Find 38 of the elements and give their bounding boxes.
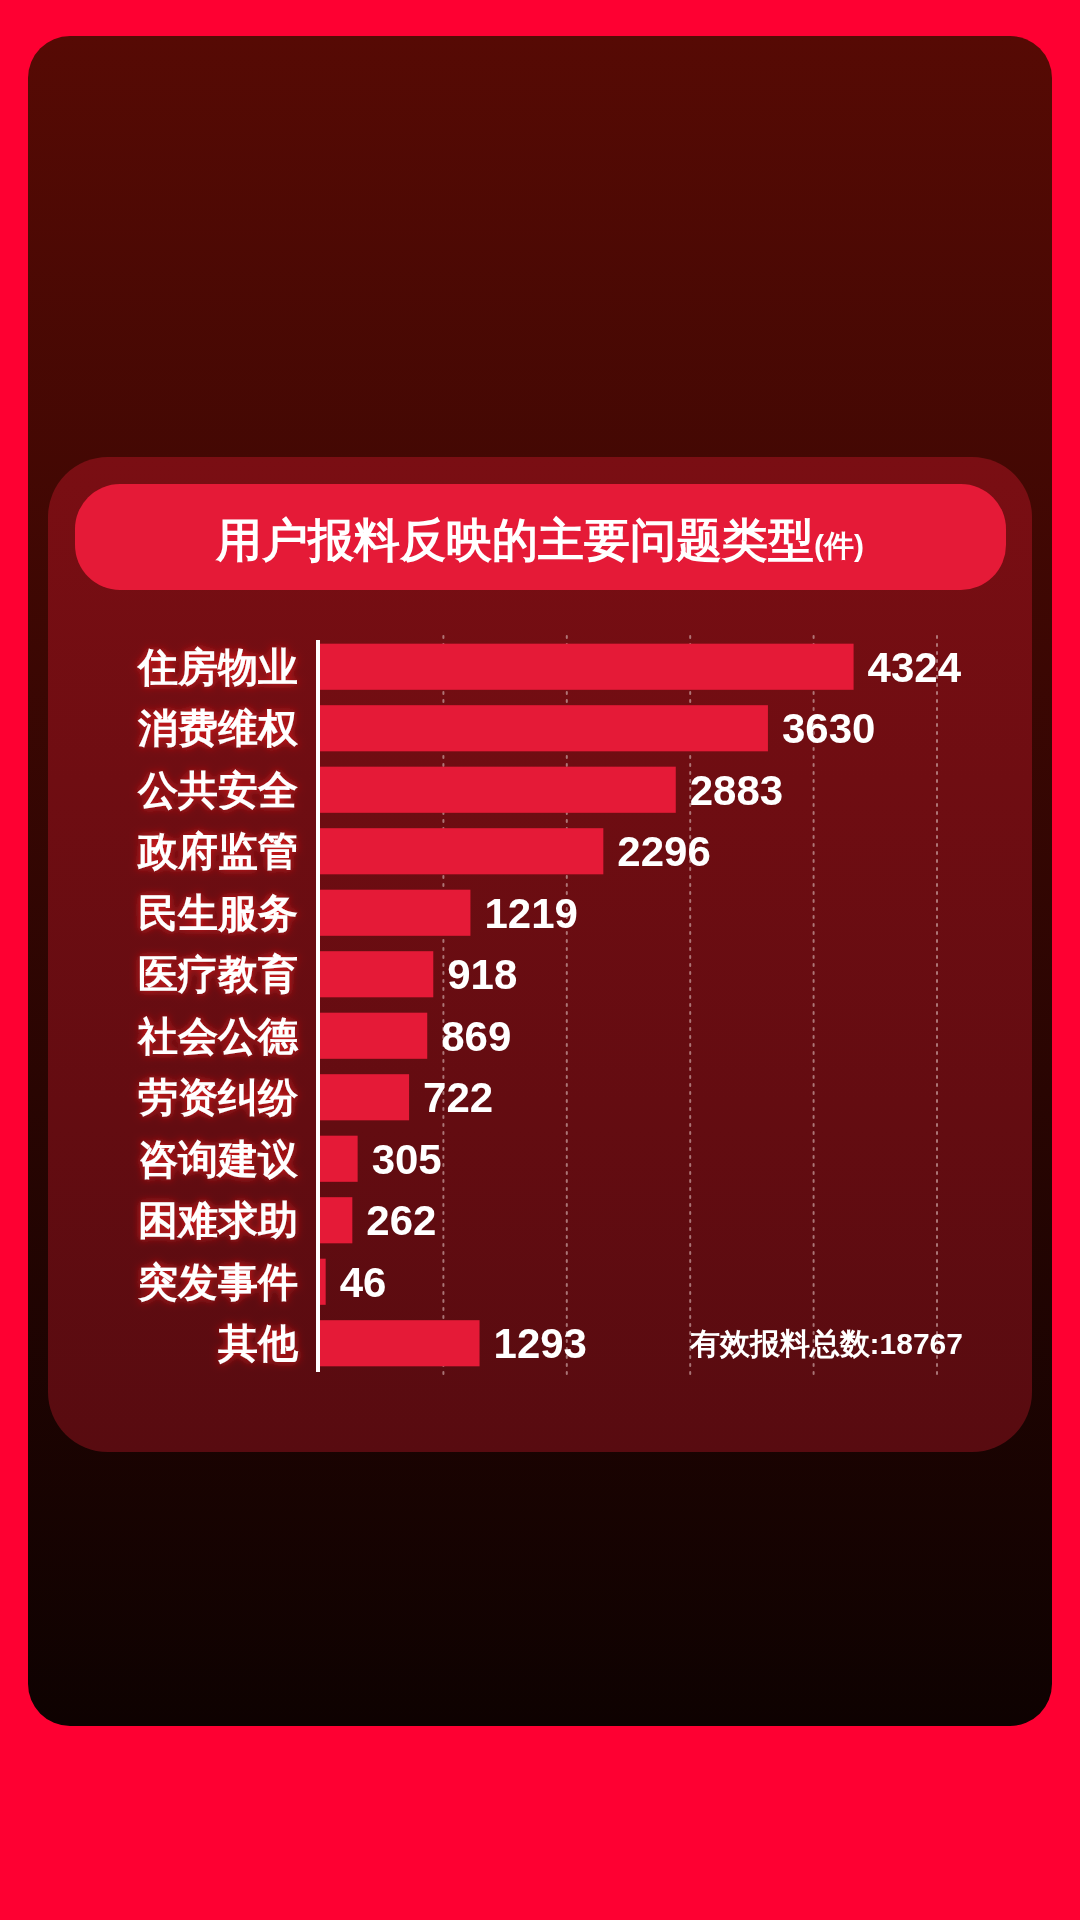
y-tick-label: 政府监管 <box>137 829 298 874</box>
y-tick-label: 社会公德 <box>137 1013 299 1058</box>
bar <box>320 1258 326 1305</box>
bar <box>320 643 854 690</box>
bar <box>320 1197 353 1244</box>
data-label: 4324 <box>867 643 962 691</box>
y-tick-label: 困难求助 <box>138 1198 298 1243</box>
data-label: 262 <box>366 1197 437 1245</box>
bar <box>320 951 434 998</box>
bar <box>320 766 676 813</box>
bar <box>320 1012 428 1059</box>
data-label: 3630 <box>781 705 876 753</box>
y-tick-label: 医疗教育 <box>138 952 298 997</box>
data-label: 1219 <box>484 889 578 937</box>
bar <box>320 828 604 875</box>
y-tick-label: 突发事件 <box>137 1259 298 1304</box>
data-label: 46 <box>339 1258 387 1306</box>
data-label: 869 <box>441 1012 512 1060</box>
bar <box>320 1320 480 1367</box>
y-tick-label: 咨询建议 <box>138 1136 299 1181</box>
y-tick-label: 民生服务 <box>138 890 298 935</box>
data-label: 2296 <box>617 828 711 876</box>
y-tick-label: 消费维权 <box>137 706 299 751</box>
bar <box>320 1074 410 1121</box>
data-label: 722 <box>423 1074 494 1122</box>
bar <box>320 889 471 936</box>
data-label: 305 <box>371 1135 442 1183</box>
bar <box>320 705 768 752</box>
chart-title: 用户报料反映的主要问题类型(件) <box>215 514 864 566</box>
y-tick-label: 住房物业 <box>136 644 298 689</box>
annotation: 有效报料总数:18767 <box>688 1327 963 1361</box>
data-label: 2883 <box>689 766 784 814</box>
y-tick-label: 劳资纠纷 <box>138 1075 299 1120</box>
data-label: 918 <box>447 951 518 999</box>
data-label: 1293 <box>493 1320 587 1368</box>
y-tick-label: 其他 <box>217 1321 299 1366</box>
bar <box>320 1135 358 1182</box>
y-tick-label: 公共安全 <box>137 767 298 812</box>
